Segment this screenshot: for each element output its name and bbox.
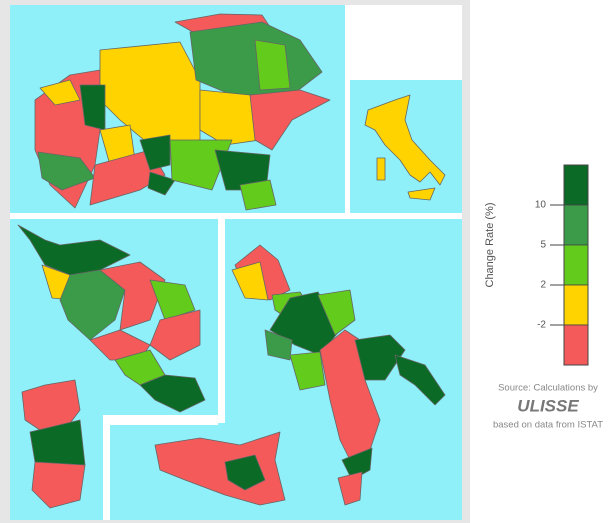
legend-border	[563, 164, 589, 366]
legend-tick-label: -2	[537, 320, 546, 331]
legend: 10 5 2 -2	[535, 164, 589, 366]
region	[139, 374, 206, 413]
region	[199, 89, 261, 146]
source-line: based on data from ISTAT	[493, 420, 603, 431]
region	[319, 329, 381, 471]
legend-tick-label: 2	[540, 280, 546, 291]
region	[149, 309, 201, 361]
regions	[17, 13, 446, 509]
region	[99, 261, 166, 331]
region	[354, 334, 406, 381]
legend-swatch	[563, 324, 589, 366]
legend-swatch	[563, 204, 589, 246]
region	[224, 454, 266, 491]
legend-title: Change Rate (%)	[484, 203, 496, 288]
legend-tick-label: 5	[540, 240, 546, 251]
region	[264, 329, 293, 361]
region	[149, 279, 196, 321]
region	[394, 354, 446, 406]
source-logo: ULISSE	[517, 396, 579, 415]
region	[337, 471, 363, 506]
region	[154, 431, 286, 506]
region	[254, 39, 291, 91]
region	[364, 94, 446, 186]
region	[231, 261, 269, 301]
source-line: Source: Calculations by	[498, 383, 598, 394]
separator	[110, 420, 218, 425]
region	[249, 89, 331, 151]
region	[37, 151, 96, 191]
region	[239, 179, 277, 211]
region	[17, 224, 131, 276]
legend-swatch	[563, 284, 589, 326]
region	[289, 351, 326, 391]
region	[376, 157, 386, 181]
region	[407, 187, 436, 201]
region	[21, 379, 81, 431]
region	[317, 289, 356, 336]
legend-tick-label: 10	[535, 200, 547, 211]
legend-swatch	[563, 244, 589, 286]
region	[31, 461, 86, 509]
region	[139, 134, 171, 171]
legend-swatch	[563, 164, 589, 206]
region	[147, 171, 176, 196]
region	[341, 447, 373, 481]
region	[39, 79, 81, 106]
